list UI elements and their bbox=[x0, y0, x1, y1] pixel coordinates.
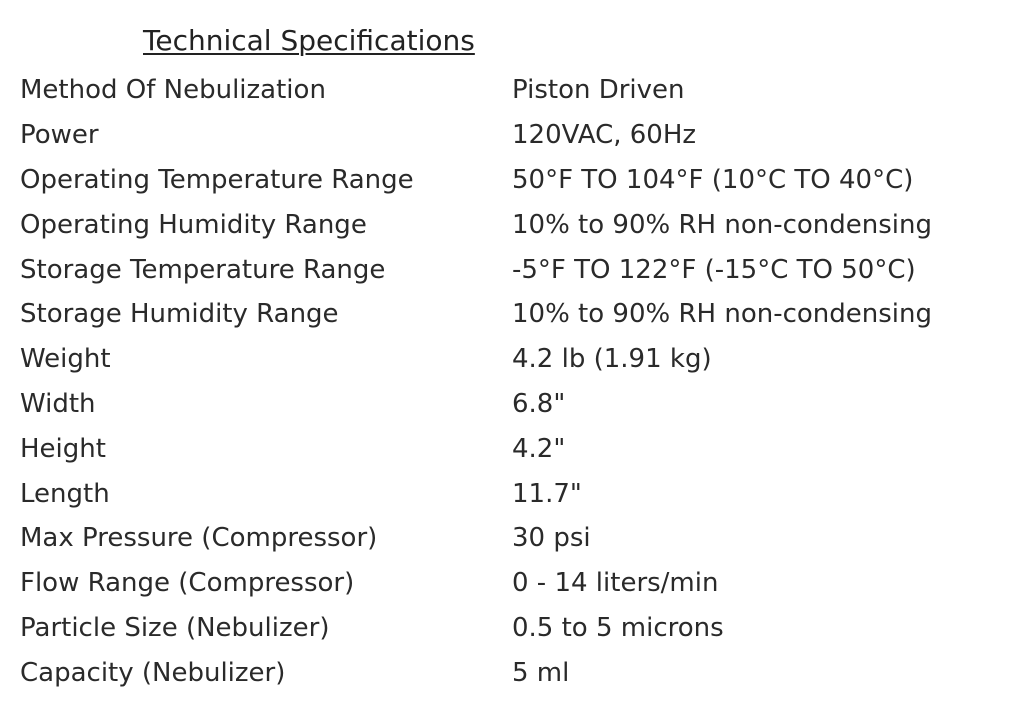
spec-name: Height bbox=[20, 433, 106, 464]
spec-value: 10% to 90% RH non-condensing bbox=[512, 299, 933, 330]
spec-value: 4.2" bbox=[512, 433, 566, 464]
spec-name: Storage Humidity Range bbox=[20, 299, 339, 330]
spec-value: 4.2 lb (1.91 kg) bbox=[512, 344, 712, 375]
spec-value: Piston Driven bbox=[512, 75, 685, 106]
spec-row: Capacity (Nebulizer) 5 ml bbox=[20, 650, 932, 695]
spec-name: Capacity (Nebulizer) bbox=[20, 657, 286, 688]
spec-value: -5°F TO 122°F (-15°C TO 50°C) bbox=[512, 254, 916, 285]
spec-value: 6.8" bbox=[512, 388, 566, 419]
spec-name: Method Of Nebulization bbox=[20, 75, 326, 106]
spec-row: Particle Size (Nebulizer) 0.5 to 5 micron… bbox=[20, 606, 932, 651]
spec-row: Length 11.7" bbox=[20, 471, 932, 516]
spec-row: Storage Humidity Range 10% to 90% RH non-… bbox=[20, 292, 932, 337]
spec-row: Height 4.2" bbox=[20, 426, 932, 471]
spec-row: Storage Temperature Range -5°F TO 122°F (… bbox=[20, 247, 932, 292]
spec-value: 10% to 90% RH non-condensing bbox=[512, 209, 933, 240]
spec-row: Max Pressure (Compressor) 30 psi bbox=[20, 516, 932, 561]
spec-value: 50°F TO 104°F (10°C TO 40°C) bbox=[512, 164, 914, 195]
spec-row: Power 120VAC, 60Hz bbox=[20, 113, 932, 158]
spec-value: 0.5 to 5 microns bbox=[512, 612, 724, 643]
spec-row: Width 6.8" bbox=[20, 382, 932, 427]
spec-name: Length bbox=[20, 478, 110, 509]
spec-name: Max Pressure (Compressor) bbox=[20, 523, 378, 554]
spec-value: 30 psi bbox=[512, 523, 591, 554]
spec-name: Operating Humidity Range bbox=[20, 209, 367, 240]
spec-name: Operating Temperature Range bbox=[20, 164, 414, 195]
spec-name: Flow Range (Compressor) bbox=[20, 568, 355, 599]
spec-name: Width bbox=[20, 388, 96, 419]
spec-name: Weight bbox=[20, 344, 111, 375]
spec-row: Operating Temperature Range 50°F TO 104°F… bbox=[20, 158, 932, 203]
spec-table: Method Of Nebulization Piston Driven Power… bbox=[20, 68, 932, 695]
spec-name: Storage Temperature Range bbox=[20, 254, 386, 285]
spec-name: Power bbox=[20, 120, 99, 151]
spec-row: Method Of Nebulization Piston Driven bbox=[20, 68, 932, 113]
spec-name: Particle Size (Nebulizer) bbox=[20, 612, 330, 643]
spec-row: Flow Range (Compressor) 0 - 14 liters/min bbox=[20, 561, 932, 606]
spec-value: 120VAC, 60Hz bbox=[512, 120, 697, 151]
spec-value: 5 ml bbox=[512, 657, 570, 688]
title: Technical Specifications bbox=[143, 24, 475, 57]
spec-value: 0 - 14 liters/min bbox=[512, 568, 719, 599]
spec-value: 11.7" bbox=[512, 478, 582, 509]
spec-row: Operating Humidity Range 10% to 90% RH no… bbox=[20, 202, 932, 247]
spec-row: Weight 4.2 lb (1.91 kg) bbox=[20, 337, 932, 382]
